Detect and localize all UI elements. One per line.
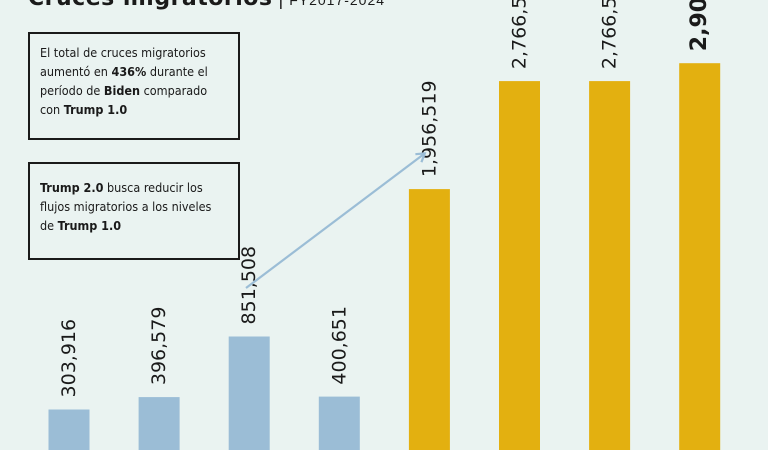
note-text-part: 436% bbox=[111, 64, 147, 79]
note-text-part: Trump 1.0 bbox=[57, 218, 122, 233]
note-text-part: Biden bbox=[103, 83, 141, 98]
bar-2 bbox=[138, 397, 180, 450]
value-label-2: 396,579 bbox=[148, 307, 170, 386]
bars-group bbox=[48, 63, 721, 450]
value-label-5: 1,956,519 bbox=[418, 80, 440, 177]
chart-title-strip: Cruces migratorios | FY2017-2024 bbox=[0, 0, 385, 11]
bar-6 bbox=[499, 81, 540, 450]
bar-8 bbox=[679, 63, 721, 450]
note-text-part: Trump 1.0 bbox=[63, 102, 128, 117]
note-biden-increase: El total de cruces migratorios aumentó e… bbox=[28, 32, 240, 140]
value-labels-group: 303,916396,579851,508400,6511,956,5192,7… bbox=[58, 0, 712, 397]
bar-4 bbox=[318, 396, 360, 450]
title-separator: | bbox=[279, 0, 284, 9]
chart-subtitle: FY2017-2024 bbox=[289, 0, 386, 8]
bar-7 bbox=[589, 81, 631, 450]
value-label-1: 303,916 bbox=[58, 319, 80, 398]
bar-3 bbox=[228, 336, 270, 450]
value-label-6: 2,766,582 bbox=[509, 0, 531, 69]
note-text-part: comparado con bbox=[40, 83, 208, 117]
value-label-8: 2,901,142 bbox=[687, 0, 712, 51]
note-text-part: busca reducir los flujos migratorios a l… bbox=[40, 180, 212, 233]
bar-1 bbox=[48, 409, 90, 450]
bar-5 bbox=[408, 189, 450, 450]
note-text-part: El total de cruces migratorios aumentó e… bbox=[40, 45, 206, 79]
note-trump-2-goal: Trump 2.0 busca reducir los flujos migra… bbox=[28, 162, 240, 260]
value-label-4: 400,651 bbox=[328, 306, 350, 385]
trend-arrow bbox=[245, 152, 427, 289]
note-text-part: durante el período de bbox=[40, 64, 208, 98]
value-label-7: 2,766,582 bbox=[599, 0, 621, 69]
note-text-part: Trump 2.0 bbox=[40, 180, 104, 195]
chart-title: Cruces migratorios bbox=[28, 0, 273, 11]
